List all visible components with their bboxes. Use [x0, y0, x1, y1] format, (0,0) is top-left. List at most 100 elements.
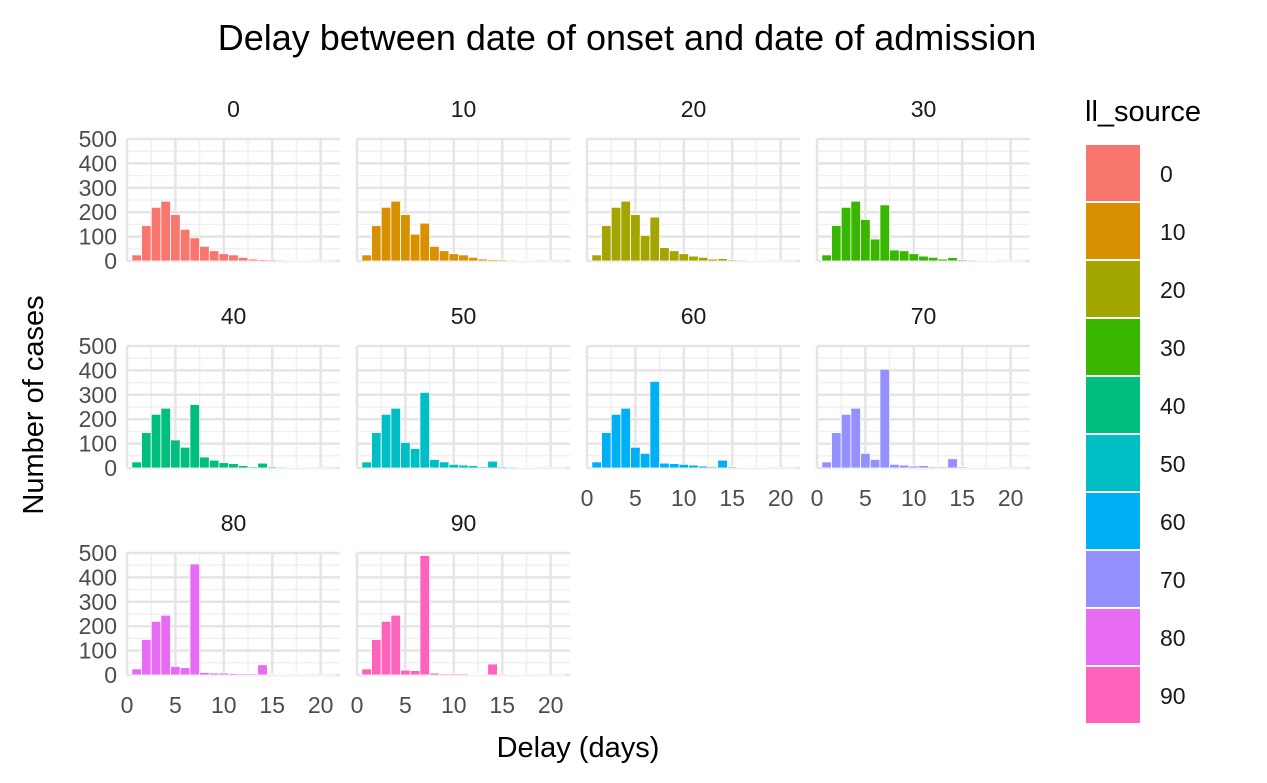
histogram-bar — [400, 669, 411, 676]
histogram-bar — [850, 200, 861, 262]
histogram-bar — [266, 673, 278, 676]
histogram-bar — [898, 250, 910, 262]
histogram-bar — [639, 234, 651, 262]
histogram-bar — [956, 259, 968, 262]
facet-strip-label: 90 — [451, 510, 477, 536]
histogram-bar — [286, 466, 297, 469]
legend-swatch-40 — [1086, 377, 1140, 433]
histogram-bar — [717, 258, 728, 262]
histogram-bar — [591, 461, 602, 469]
histogram-bar — [630, 446, 641, 469]
legend-swatch-30 — [1086, 319, 1140, 375]
histogram-bar — [429, 245, 440, 262]
histogram-bar — [150, 206, 162, 262]
histogram-bar — [477, 258, 489, 262]
histogram-bar — [228, 673, 239, 676]
histogram-bar — [937, 466, 949, 469]
histogram-bar — [966, 466, 978, 469]
histogram-bar — [889, 463, 900, 469]
x-tick-label: 20 — [768, 485, 794, 511]
histogram-bar — [160, 407, 171, 469]
legend-label-30: 30 — [1160, 335, 1186, 361]
legend-swatch-0 — [1086, 145, 1140, 201]
histogram-bar — [610, 206, 622, 262]
histogram-bar — [266, 259, 278, 262]
histogram-bar — [199, 245, 210, 262]
facet-panel-10: 10 — [355, 96, 570, 263]
histogram-bar — [141, 639, 152, 676]
x-tick-label: 0 — [351, 692, 364, 718]
histogram-bar — [380, 413, 392, 469]
legend-title: ll_source — [1085, 96, 1201, 128]
histogram-bar — [591, 254, 602, 262]
histogram-bar — [409, 670, 421, 676]
histogram-bar — [947, 458, 958, 469]
histogram-bar — [976, 259, 987, 262]
histogram-bar — [218, 462, 230, 469]
histogram-bar — [419, 391, 431, 469]
histogram-bar — [927, 466, 939, 469]
histogram-bar — [208, 672, 220, 676]
legend-items: 0 10 20 30 40 50 60 70 80 90 — [1086, 145, 1186, 723]
histogram-bar — [736, 259, 748, 262]
legend-swatch-70 — [1086, 551, 1140, 607]
histogram-bar — [526, 259, 537, 262]
histogram-bar — [966, 259, 978, 262]
histogram-bar — [756, 259, 767, 262]
facet-strip-label: 80 — [221, 510, 247, 536]
legend-label-60: 60 — [1160, 509, 1186, 535]
x-tick-label: 10 — [901, 485, 927, 511]
histogram-bar — [659, 247, 670, 262]
facet-panel-30: 30 — [815, 96, 1030, 263]
x-tick-label: 10 — [671, 485, 697, 511]
histogram-bar — [141, 432, 152, 469]
y-tick-label: 200 — [79, 613, 117, 639]
y-tick-label: 500 — [79, 333, 117, 359]
x-tick-label: 0 — [581, 485, 594, 511]
legend: ll_source 0 10 20 30 40 50 60 70 80 90 — [1085, 96, 1201, 723]
facet-strip-label: 20 — [681, 96, 707, 122]
histogram-bar — [477, 673, 489, 676]
histogram-bar — [496, 466, 508, 469]
histogram-bar — [257, 664, 268, 676]
histogram-bar — [908, 253, 920, 262]
y-axis-title: Number of cases — [18, 295, 50, 514]
histogram-bar — [438, 461, 450, 469]
histogram-bar — [630, 214, 641, 262]
histogram-bar — [361, 668, 372, 676]
histogram-bar — [620, 200, 631, 262]
histogram-bar — [257, 259, 268, 262]
x-tick-label: 15 — [949, 485, 975, 511]
histogram-bar — [717, 459, 728, 469]
histogram-bar — [438, 250, 450, 262]
y-tick-label: 400 — [79, 357, 117, 383]
histogram-bar — [601, 225, 612, 262]
histogram-bar — [247, 258, 259, 262]
legend-swatch-50 — [1086, 435, 1140, 491]
x-tick-label: 5 — [169, 692, 182, 718]
facet-strip-label: 30 — [911, 96, 937, 122]
histogram-bar — [247, 466, 259, 469]
histogram-bar — [380, 620, 392, 676]
histogram-bar — [860, 452, 871, 469]
y-tick-label: 300 — [79, 589, 117, 615]
histogram-bar — [361, 254, 372, 262]
histogram-bar — [487, 460, 498, 469]
legend-label-70: 70 — [1160, 567, 1186, 593]
facet-panel-20: 20 — [585, 96, 800, 263]
histogram-bar — [448, 673, 460, 676]
histogram-bar — [477, 466, 489, 469]
histogram-bar — [937, 258, 949, 262]
histogram-bar — [726, 259, 738, 262]
histogram-bar — [947, 257, 958, 262]
histogram-bar — [639, 452, 651, 469]
histogram-bar — [688, 255, 699, 262]
legend-label-10: 10 — [1160, 219, 1186, 245]
legend-label-40: 40 — [1160, 393, 1186, 419]
histogram-bar — [516, 466, 527, 469]
histogram-bar — [237, 256, 249, 262]
y-tick-label: 200 — [79, 199, 117, 225]
x-tick-label: 10 — [441, 692, 467, 718]
histogram-bar — [438, 673, 450, 676]
